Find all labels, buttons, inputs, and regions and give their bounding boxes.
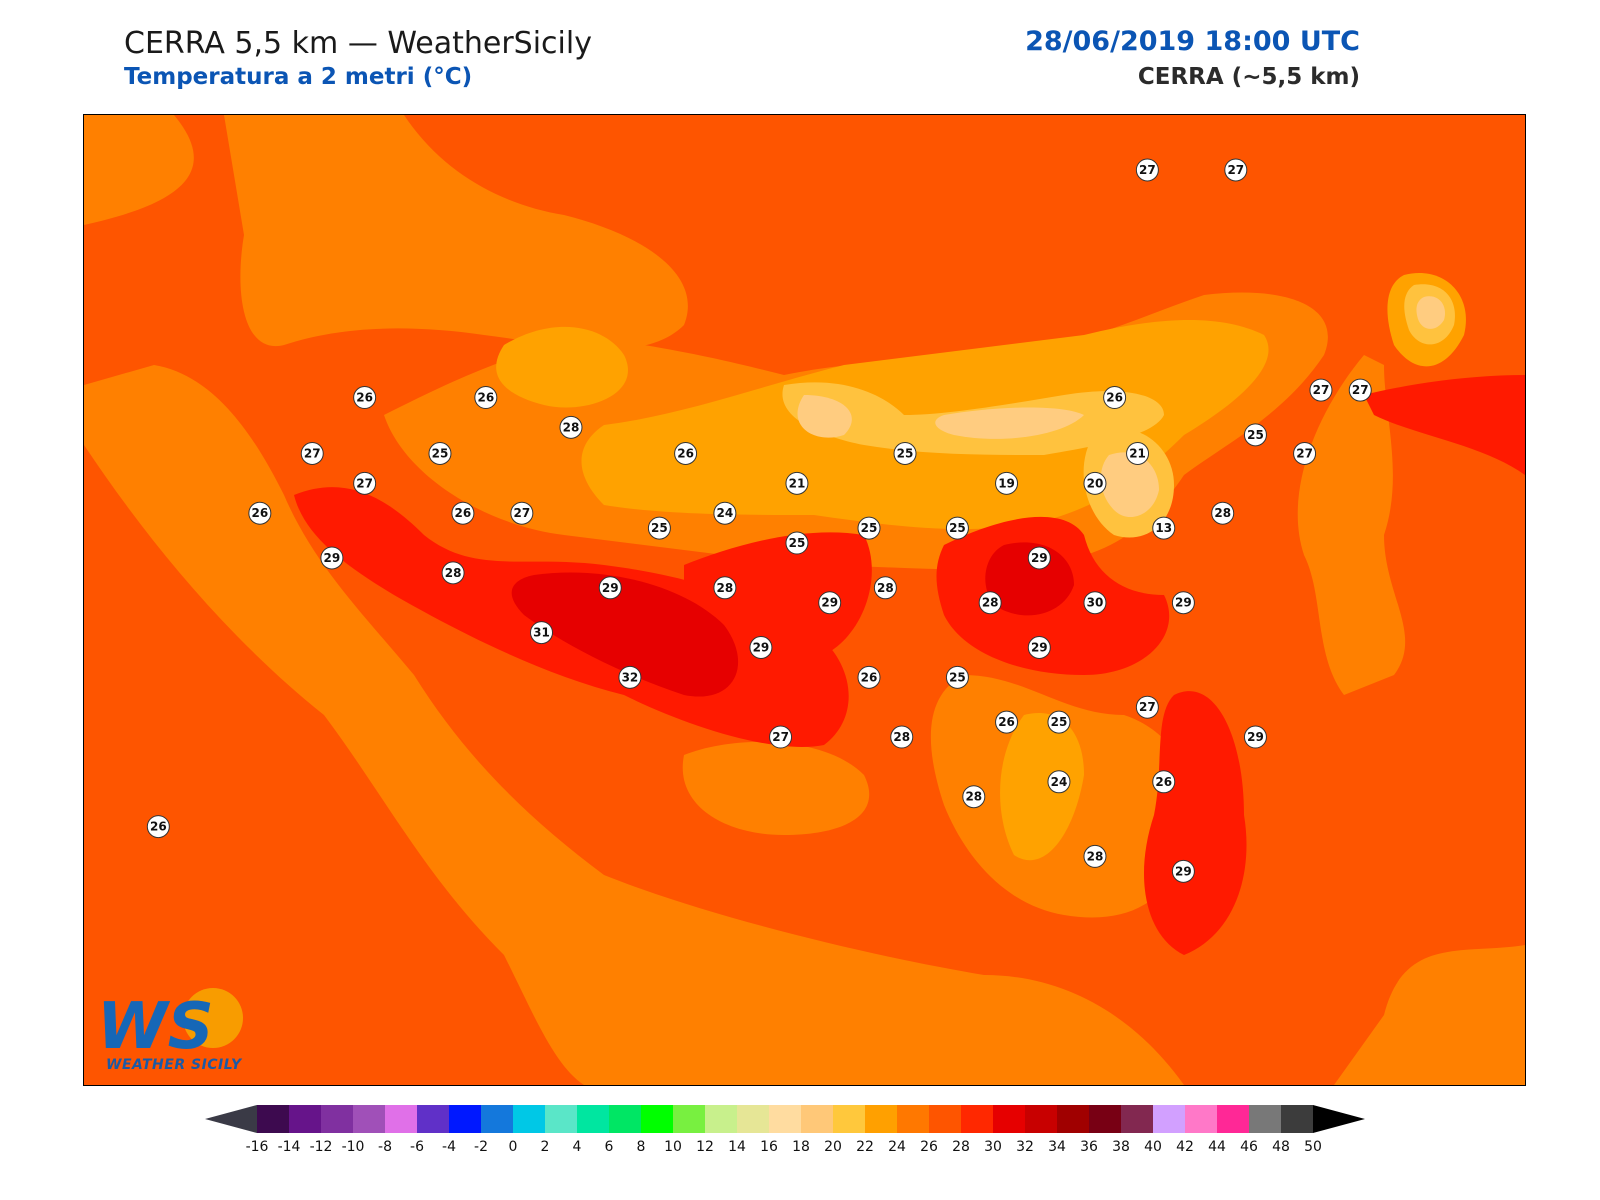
colorbar-tick-label: 46	[1240, 1139, 1258, 1155]
colorbar-swatch	[769, 1105, 801, 1133]
colorbar-over-arrow	[1313, 1105, 1365, 1133]
band-22-24-southeast	[1000, 713, 1084, 861]
colorbar-tick-label: 48	[1272, 1139, 1290, 1155]
colorbar-swatch	[673, 1105, 705, 1133]
colorbar-tick-label: -12	[310, 1139, 333, 1155]
colorbar-tick-label: 0	[509, 1139, 518, 1155]
band-30-32-central	[684, 532, 872, 658]
colorbar-tick-label: 34	[1048, 1139, 1066, 1155]
colorbar-tick-label: 50	[1304, 1139, 1322, 1155]
colorbar-ticks: -16 -14 -12 -10 -8 -6 -4 -2 0 2 4 6 8 10 12 14 16 18 20 22 2…	[246, 1139, 1322, 1155]
colorbar-swatch	[1057, 1105, 1089, 1133]
colorbar-tick-label: 32	[1016, 1139, 1034, 1155]
colorbar-tick-label: 26	[920, 1139, 938, 1155]
colorbar-swatches	[205, 1105, 1365, 1133]
colorbar-swatch	[1025, 1105, 1057, 1133]
colorbar-tick-label: 24	[888, 1139, 906, 1155]
temperature-map	[83, 114, 1526, 1086]
band-18-20-calabria	[1416, 296, 1446, 329]
colorbar-tick-label: 12	[696, 1139, 714, 1155]
colorbar-tick-label: 20	[824, 1139, 842, 1155]
colorbar-swatch	[385, 1105, 417, 1133]
colorbar-swatch	[993, 1105, 1025, 1133]
colorbar-swatch	[929, 1105, 961, 1133]
band-18-20-etna	[1100, 452, 1159, 518]
colorbar-swatch	[833, 1105, 865, 1133]
colorbar-tick-label: -10	[342, 1139, 365, 1155]
band-24-26-land-south	[682, 741, 870, 835]
band-32-34-southwest	[511, 572, 739, 697]
colorbar-swatch	[801, 1105, 833, 1133]
colorbar-swatch	[1153, 1105, 1185, 1133]
temperature-field	[84, 115, 1525, 1085]
colorbar-tick-label: 10	[664, 1139, 682, 1155]
logo-wordmark: WEATHER SICILY	[106, 1057, 242, 1073]
colorbar-tick-label: -6	[410, 1139, 424, 1155]
model-label: CERRA (~5,5 km)	[1137, 64, 1360, 90]
colorbar-swatch	[1281, 1105, 1313, 1133]
colorbar-swatch	[417, 1105, 449, 1133]
band-24-26-west	[84, 115, 194, 225]
colorbar-swatch	[321, 1105, 353, 1133]
colorbar-tick-label: 30	[984, 1139, 1002, 1155]
colorbar-under-arrow	[205, 1105, 257, 1133]
colorbar-swatch	[705, 1105, 737, 1133]
colorbar-swatch	[1121, 1105, 1153, 1133]
band-24-26-southwest	[84, 365, 1525, 1085]
band-30-32-calabria-east	[1364, 375, 1525, 475]
band-24-26-east	[1297, 355, 1406, 695]
colorbar-swatch	[865, 1105, 897, 1133]
band-18-20-nebrodi	[797, 395, 852, 438]
colorbar-swatch	[545, 1105, 577, 1133]
colorbar-tick-label: -4	[442, 1139, 456, 1155]
colorbar-swatch	[897, 1105, 929, 1133]
band-22-24-north	[496, 326, 628, 408]
band-24-26-tyrrhenian	[224, 115, 688, 349]
colorbar-swatch	[257, 1105, 289, 1133]
colorbar-swatch	[353, 1105, 385, 1133]
colorbar-tick-label: 22	[856, 1139, 874, 1155]
colorbar-swatch	[481, 1105, 513, 1133]
colorbar-swatch	[1185, 1105, 1217, 1133]
colorbar-tick-label: 18	[792, 1139, 810, 1155]
colorbar-tick-label: 8	[637, 1139, 646, 1155]
colorbar-swatch	[641, 1105, 673, 1133]
map-subtitle: Temperatura a 2 metri (°C)	[124, 64, 473, 90]
colorbar-tick-label: 44	[1208, 1139, 1226, 1155]
colorbar-swatch	[449, 1105, 481, 1133]
colorbar-swatch	[1217, 1105, 1249, 1133]
band-30-32-ionian-coast	[1144, 691, 1247, 955]
colorbar-swatch	[1089, 1105, 1121, 1133]
colorbar-tick-label: -16	[246, 1139, 269, 1155]
colorbar-swatch	[1249, 1105, 1281, 1133]
colorbar-swatch	[737, 1105, 769, 1133]
colorbar-swatch	[961, 1105, 993, 1133]
colorbar-tick-label: -2	[474, 1139, 488, 1155]
colorbar-tick-label: 16	[760, 1139, 778, 1155]
colorbar-tick-label: -8	[378, 1139, 392, 1155]
colorbar-tick-label: 28	[952, 1139, 970, 1155]
valid-datetime: 28/06/2019 18:00 UTC	[1025, 26, 1360, 57]
colorbar-tick-label: 2	[541, 1139, 550, 1155]
colorbar-swatch	[577, 1105, 609, 1133]
colorbar-swatch	[609, 1105, 641, 1133]
band-32-34-east	[985, 542, 1074, 616]
colorbar-tick-label: 38	[1112, 1139, 1130, 1155]
band-18-20-madonie	[935, 407, 1084, 439]
colorbar-tick-label: 42	[1176, 1139, 1194, 1155]
colorbar-swatch	[513, 1105, 545, 1133]
colorbar-tick-label: 36	[1080, 1139, 1098, 1155]
colorbar-tick-label: 40	[1144, 1139, 1162, 1155]
colorbar-swatch	[289, 1105, 321, 1133]
colorbar-tick-label: -14	[278, 1139, 301, 1155]
colorbar-tick-label: 4	[573, 1139, 582, 1155]
logo-letters: WS	[97, 990, 214, 1064]
map-title: CERRA 5,5 km — WeatherSicily	[124, 26, 592, 61]
colorbar-tick-label: 14	[728, 1139, 746, 1155]
colorbar: -16 -14 -12 -10 -8 -6 -4 -2 0 2 4 6 8 10 12 14 16 18 20 22 2…	[205, 1105, 1365, 1155]
colorbar-tick-label: 6	[605, 1139, 614, 1155]
weathersicily-logo: WS	[95, 982, 255, 1072]
